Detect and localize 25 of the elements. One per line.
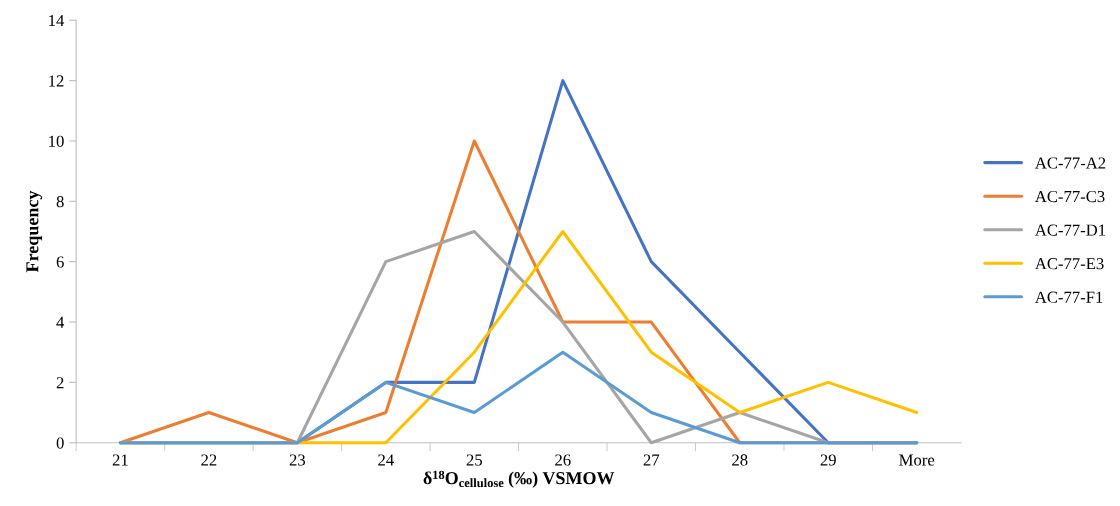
x-tick-label: 28: [732, 454, 748, 466]
x-tick-label: 23: [289, 454, 306, 466]
legend-label: AC-77-D1: [1034, 224, 1106, 236]
x-tick-label: 24: [378, 454, 394, 466]
y-tick-label: 6: [56, 256, 64, 268]
y-axis-title: Frequency: [26, 190, 43, 273]
x-tick-label: 29: [820, 454, 836, 466]
y-tick-label: 0: [56, 437, 64, 449]
x-tick-label: 27: [643, 454, 660, 466]
legend-label: AC-77-E3: [1034, 258, 1104, 270]
y-tick-label: 12: [49, 75, 64, 87]
y-tick-label: 2: [56, 377, 64, 389]
x-tick-label: 26: [555, 454, 571, 466]
x-tick-label: More: [899, 454, 935, 466]
x-tick-label: 21: [112, 454, 128, 466]
y-tick-label: 10: [49, 135, 64, 147]
y-tick-label: 4: [56, 316, 65, 328]
y-tick-label: 8: [56, 196, 64, 208]
legend-label: AC-77-A2: [1034, 157, 1106, 169]
x-tick-label: 25: [466, 454, 482, 466]
legend-label: AC-77-C3: [1034, 190, 1105, 203]
y-tick-label: 14: [49, 15, 65, 27]
legend-label: AC-77-F1: [1034, 291, 1103, 303]
line-series: [118, 350, 919, 445]
x-tick-label: 22: [201, 454, 217, 466]
